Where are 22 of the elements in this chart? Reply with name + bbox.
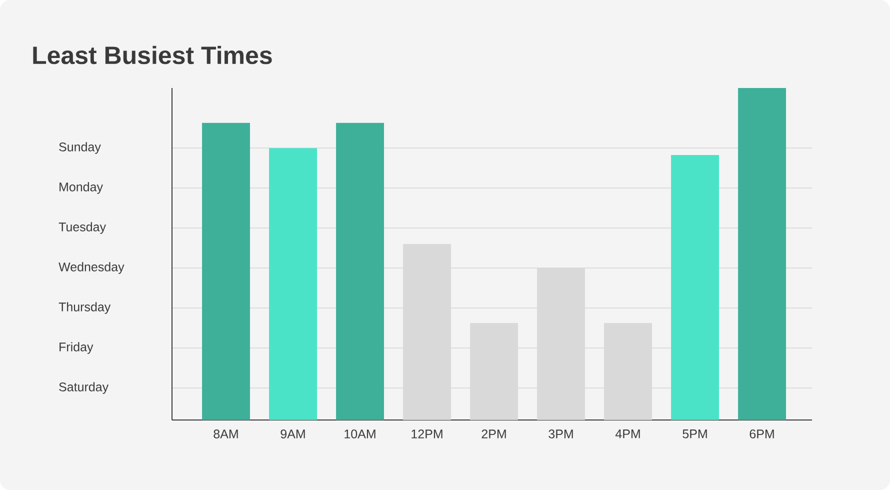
x-tick-label: 8AM (214, 430, 238, 438)
x-tick-label: 3PM (548, 430, 573, 438)
x-tick-label: 2PM (482, 430, 506, 438)
bar (202, 122, 250, 420)
text: Wednesday (58, 262, 124, 274)
text: Monday (60, 182, 103, 194)
x-tick-label: 9AM (280, 430, 305, 438)
bar (269, 148, 317, 420)
text: Tuesday (58, 222, 106, 234)
x-tick-label: 4PM (615, 430, 640, 438)
bar (738, 88, 786, 420)
x-tick-label: 10AM (344, 430, 376, 438)
bar (336, 122, 384, 420)
text: Friday (60, 342, 94, 354)
text: Sunday (59, 142, 101, 154)
x-tick-label: 5PM (682, 430, 707, 438)
text: Thursday (58, 302, 111, 314)
bar (671, 155, 720, 420)
x-tick-label: 6PM (750, 430, 774, 438)
x-tick-label: 12PM (412, 430, 442, 438)
text: Saturday (59, 382, 109, 394)
chart-title: Least Busiest Times (33, 46, 272, 64)
